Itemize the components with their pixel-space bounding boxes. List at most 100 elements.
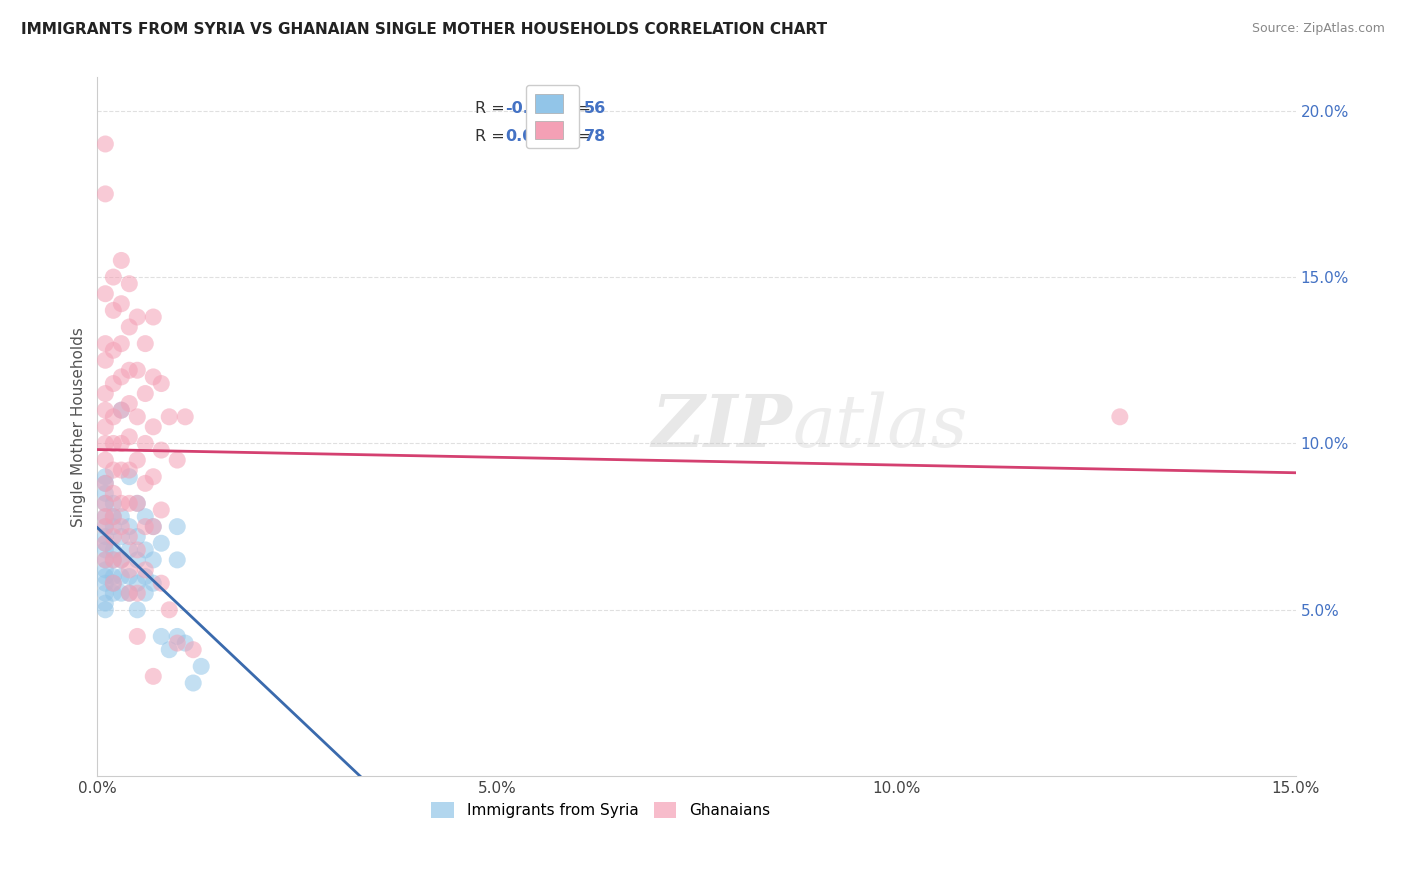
Point — [110, 463, 132, 477]
Point — [127, 530, 149, 544]
Point — [94, 542, 117, 557]
Point — [181, 676, 204, 690]
Point — [127, 496, 149, 510]
Point — [110, 519, 132, 533]
Point — [181, 642, 204, 657]
Point — [118, 396, 141, 410]
Point — [127, 310, 149, 324]
Point — [110, 553, 132, 567]
Text: 56: 56 — [583, 101, 606, 116]
Point — [134, 563, 156, 577]
Point — [166, 636, 188, 650]
Point — [94, 553, 117, 567]
Point — [127, 586, 149, 600]
Point — [127, 453, 149, 467]
Point — [142, 669, 165, 683]
Point — [166, 453, 188, 467]
Point — [142, 469, 165, 483]
Point — [134, 386, 156, 401]
Point — [166, 629, 188, 643]
Point — [157, 603, 180, 617]
Point — [110, 253, 132, 268]
Point — [94, 586, 117, 600]
Text: R =: R = — [475, 101, 509, 116]
Point — [118, 563, 141, 577]
Point — [94, 453, 117, 467]
Point — [103, 303, 125, 318]
Point — [94, 136, 117, 151]
Point — [166, 519, 188, 533]
Point — [118, 496, 141, 510]
Y-axis label: Single Mother Households: Single Mother Households — [72, 326, 86, 527]
Point — [94, 603, 117, 617]
Point — [94, 419, 117, 434]
Point — [94, 563, 117, 577]
Point — [103, 486, 125, 500]
Point — [142, 370, 165, 384]
Point — [127, 363, 149, 377]
Point — [94, 476, 117, 491]
Point — [150, 443, 173, 458]
Text: -0.035: -0.035 — [505, 101, 562, 116]
Point — [103, 576, 125, 591]
Point — [110, 553, 132, 567]
Point — [150, 376, 173, 391]
Point — [94, 509, 117, 524]
Point — [127, 409, 149, 424]
Point — [127, 553, 149, 567]
Text: IMMIGRANTS FROM SYRIA VS GHANAIAN SINGLE MOTHER HOUSEHOLDS CORRELATION CHART: IMMIGRANTS FROM SYRIA VS GHANAIAN SINGLE… — [21, 22, 827, 37]
Point — [94, 486, 117, 500]
Point — [103, 576, 125, 591]
Point — [103, 530, 125, 544]
Point — [94, 353, 117, 368]
Point — [134, 519, 156, 533]
Point — [134, 542, 156, 557]
Point — [94, 530, 117, 544]
Point — [103, 553, 125, 567]
Point — [94, 536, 117, 550]
Point — [94, 386, 117, 401]
Point — [118, 469, 141, 483]
Point — [103, 519, 125, 533]
Point — [94, 519, 117, 533]
Point — [110, 370, 132, 384]
Point — [94, 553, 117, 567]
Point — [142, 310, 165, 324]
Point — [94, 536, 117, 550]
Point — [142, 553, 165, 567]
Point — [150, 576, 173, 591]
Point — [127, 629, 149, 643]
Point — [94, 496, 117, 510]
Text: R =: R = — [475, 128, 515, 144]
Point — [94, 336, 117, 351]
Point — [94, 519, 117, 533]
Point — [94, 596, 117, 610]
Point — [103, 436, 125, 450]
Point — [134, 509, 156, 524]
Point — [134, 336, 156, 351]
Point — [94, 496, 117, 510]
Point — [103, 409, 125, 424]
Point — [103, 553, 125, 567]
Point — [110, 530, 132, 544]
Point — [150, 503, 173, 517]
Point — [103, 463, 125, 477]
Point — [110, 403, 132, 417]
Point — [142, 519, 165, 533]
Text: Source: ZipAtlas.com: Source: ZipAtlas.com — [1251, 22, 1385, 36]
Text: ZIP: ZIP — [651, 392, 793, 462]
Point — [103, 376, 125, 391]
Point — [110, 436, 132, 450]
Point — [110, 569, 132, 583]
Point — [1108, 409, 1130, 424]
Text: N =: N = — [550, 128, 596, 144]
Text: N =: N = — [550, 101, 596, 116]
Text: atlas: atlas — [793, 392, 967, 462]
Point — [94, 569, 117, 583]
Point — [118, 463, 141, 477]
Point — [134, 476, 156, 491]
Point — [118, 363, 141, 377]
Legend: Immigrants from Syria, Ghanaians: Immigrants from Syria, Ghanaians — [425, 797, 776, 824]
Point — [134, 569, 156, 583]
Point — [118, 530, 141, 544]
